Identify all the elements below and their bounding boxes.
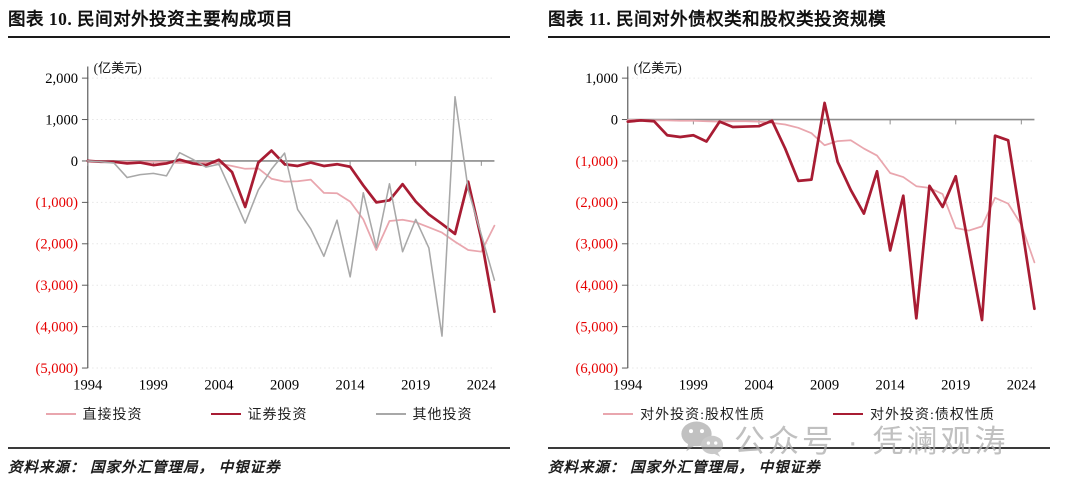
- series-line: [86, 96, 496, 337]
- svg-text:2014: 2014: [336, 377, 366, 393]
- line-chart-outward-investment-components: 2,000 1,000 0 (1,000) (2,000) (3,000) (4,000) (…: [36, 60, 497, 393]
- svg-text:2019: 2019: [941, 377, 970, 393]
- figure-panel-11: 图表 11. 民间对外债权类和股权类投资规模 1,000 0 (1,000) (2,0…: [540, 0, 1080, 485]
- svg-text:2014: 2014: [876, 377, 906, 393]
- legend-line-swatch: [45, 413, 76, 415]
- svg-text:2019: 2019: [401, 377, 430, 393]
- legend-item: 对外投资:股权性质: [603, 404, 765, 424]
- svg-text:(5,000): (5,000): [576, 319, 619, 335]
- series-line: [86, 149, 496, 314]
- legend-item: 直接投资: [45, 404, 143, 424]
- legend-label: 直接投资: [82, 408, 143, 423]
- svg-text:(6,000): (6,000): [576, 361, 619, 377]
- legend-item: 其他投资: [375, 404, 473, 424]
- svg-text:1999: 1999: [679, 377, 708, 393]
- chart-legend: 直接投资 证券投资 其他投资: [8, 400, 510, 428]
- figure-panel-10: 图表 10. 民间对外投资主要构成项目 2,000 1,000 0 (1,000) (2…: [8, 6, 510, 477]
- axis-unit-label: (亿美元): [94, 60, 142, 75]
- series-line: [626, 119, 1036, 264]
- svg-text:0: 0: [611, 112, 618, 128]
- svg-text:(5,000): (5,000): [36, 361, 79, 377]
- legend-label: 对外投资:股权性质: [640, 408, 765, 423]
- svg-text:0: 0: [71, 154, 78, 170]
- svg-text:2024: 2024: [467, 377, 497, 393]
- legend-line-swatch: [375, 413, 406, 415]
- svg-text:(3,000): (3,000): [576, 237, 619, 253]
- svg-text:(4,000): (4,000): [576, 278, 619, 294]
- source-note: 资料来源： 国家外汇管理局， 中银证券: [548, 447, 1050, 477]
- series-line: [626, 101, 1036, 322]
- legend-item: 对外投资:债权性质: [833, 404, 995, 424]
- legend-item: 证券投资: [210, 404, 308, 424]
- svg-text:(2,000): (2,000): [36, 237, 79, 253]
- figure-title: 图表 10. 民间对外投资主要构成项目: [8, 6, 510, 38]
- svg-text:2009: 2009: [270, 377, 299, 393]
- svg-text:2004: 2004: [204, 377, 234, 393]
- svg-text:2009: 2009: [810, 377, 839, 393]
- svg-text:1994: 1994: [73, 377, 103, 393]
- source-note: 资料来源： 国家外汇管理局， 中银证券: [8, 447, 510, 477]
- legend-label: 证券投资: [247, 408, 308, 423]
- svg-text:(2,000): (2,000): [576, 195, 619, 211]
- svg-text:2024: 2024: [1007, 377, 1037, 393]
- axis-unit-label: (亿美元): [634, 60, 682, 75]
- legend-label: 对外投资:债权性质: [870, 408, 995, 423]
- svg-text:1994: 1994: [613, 377, 643, 393]
- svg-text:2004: 2004: [744, 377, 774, 393]
- legend-line-swatch: [210, 412, 241, 416]
- svg-text:(1,000): (1,000): [36, 195, 79, 211]
- svg-text:1999: 1999: [139, 377, 168, 393]
- figure-title: 图表 11. 民间对外债权类和股权类投资规模: [548, 6, 1050, 38]
- svg-text:(4,000): (4,000): [36, 319, 79, 335]
- svg-text:1,000: 1,000: [45, 112, 78, 128]
- svg-text:2,000: 2,000: [45, 71, 78, 87]
- svg-text:(1,000): (1,000): [576, 154, 619, 170]
- chart-legend: 对外投资:股权性质 对外投资:债权性质: [548, 400, 1050, 428]
- svg-text:(3,000): (3,000): [36, 278, 79, 294]
- legend-line-swatch: [603, 413, 634, 415]
- legend-label: 其他投资: [412, 408, 473, 423]
- line-chart-debt-vs-equity-investment: 1,000 0 (1,000) (2,000) (3,000) (4,000) (5,000…: [576, 60, 1037, 393]
- legend-line-swatch: [833, 412, 863, 416]
- svg-text:1,000: 1,000: [585, 71, 618, 87]
